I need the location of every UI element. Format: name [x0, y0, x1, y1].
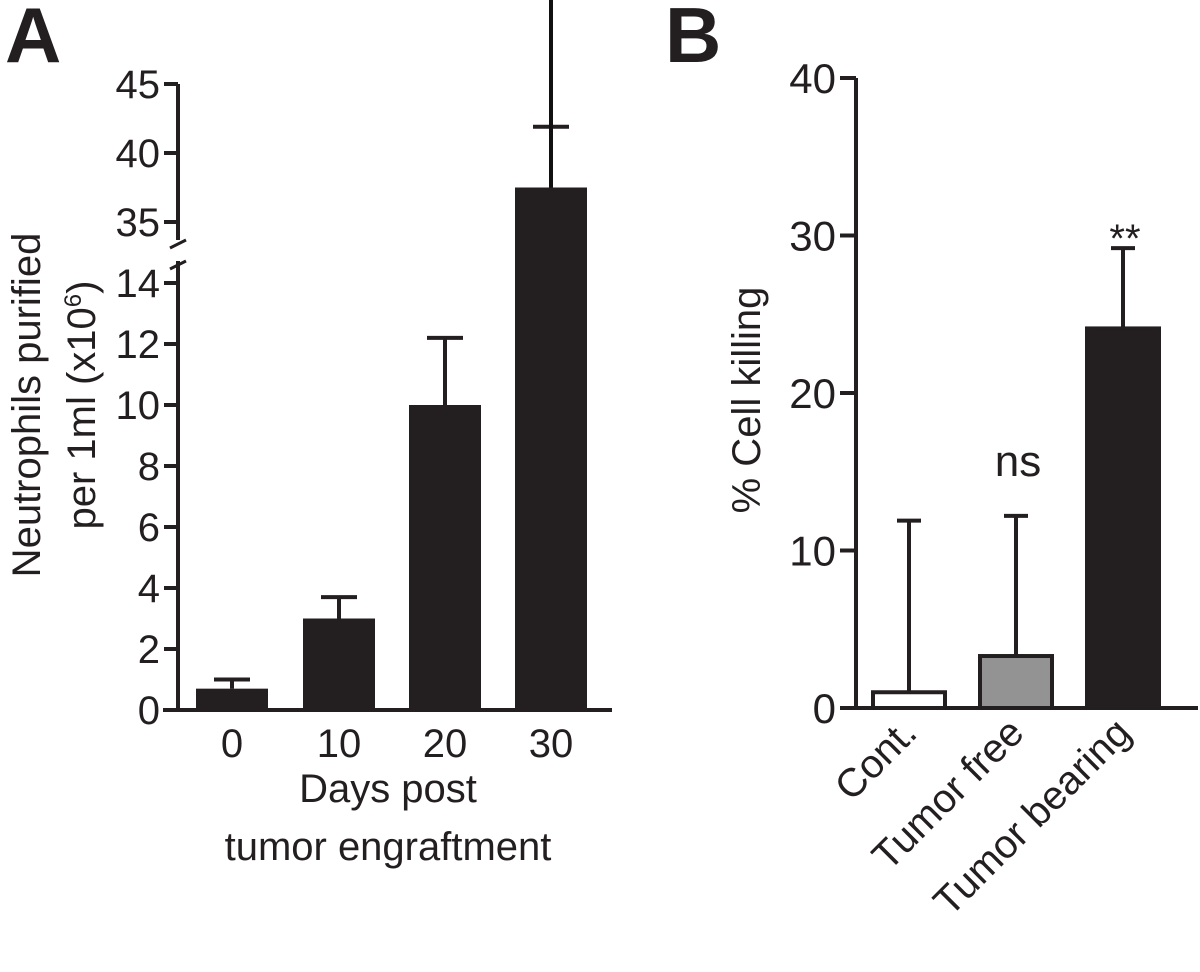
- significance-label: ns: [995, 437, 1041, 486]
- panel-a: A Neutrophils purified per 1ml (x106) Da…: [5, 0, 612, 869]
- y-tick-label: 20: [789, 370, 836, 417]
- y-tick-label: 10: [116, 384, 161, 428]
- y-tick-label: 12: [116, 323, 161, 367]
- y-axis-label-line2: per 1ml (x106): [60, 281, 104, 530]
- bar-tumor-bearing: [1085, 326, 1161, 710]
- y-tick-label: 45: [116, 63, 161, 107]
- x-tick-label: Cont.: [827, 710, 926, 809]
- y-axis-label-a: Neutrophils purified per 1ml (x106): [5, 233, 104, 578]
- y-axis-label-b: % Cell killing: [725, 287, 769, 514]
- x-tick-label: 20: [423, 722, 468, 766]
- axis-break-mark: [169, 238, 187, 250]
- y-tick-label: 14: [116, 262, 161, 306]
- axis-break-mark: [169, 259, 187, 271]
- bar-tumor-free: [978, 654, 1054, 711]
- y-tick-label: 6: [138, 506, 160, 550]
- bar-10: [303, 618, 375, 710]
- y-tick-label: 2: [138, 628, 160, 672]
- y-tick-label: 0: [138, 689, 160, 733]
- panel-b-label: B: [665, 0, 721, 79]
- x-axis-label-line2: tumor engraftment: [225, 825, 552, 869]
- y-axis-label-line1: Neutrophils purified: [5, 233, 49, 578]
- y-tick-label: 40: [789, 55, 836, 102]
- y-tick-label: 4: [138, 567, 160, 611]
- x-axis-label-line1: Days post: [299, 767, 477, 811]
- panel-a-label: A: [5, 0, 61, 79]
- y-tick-label: 0: [813, 685, 836, 732]
- bar-0: [196, 688, 268, 710]
- x-tick-label: 0: [221, 722, 243, 766]
- y-tick-label: 30: [789, 213, 836, 260]
- bar-30: [515, 187, 587, 710]
- y-tick-label: 40: [116, 132, 161, 176]
- x-tick-label: 10: [317, 722, 362, 766]
- significance-label: **: [1109, 217, 1140, 261]
- y-tick-label: 8: [138, 445, 160, 489]
- x-tick-label: Tumor bearing: [925, 710, 1139, 924]
- bar-20: [409, 405, 481, 710]
- y-tick-label: 10: [789, 528, 836, 575]
- x-tick-label: 30: [529, 722, 574, 766]
- bar-cont-: [871, 690, 947, 710]
- y-tick-label: 35: [116, 201, 161, 245]
